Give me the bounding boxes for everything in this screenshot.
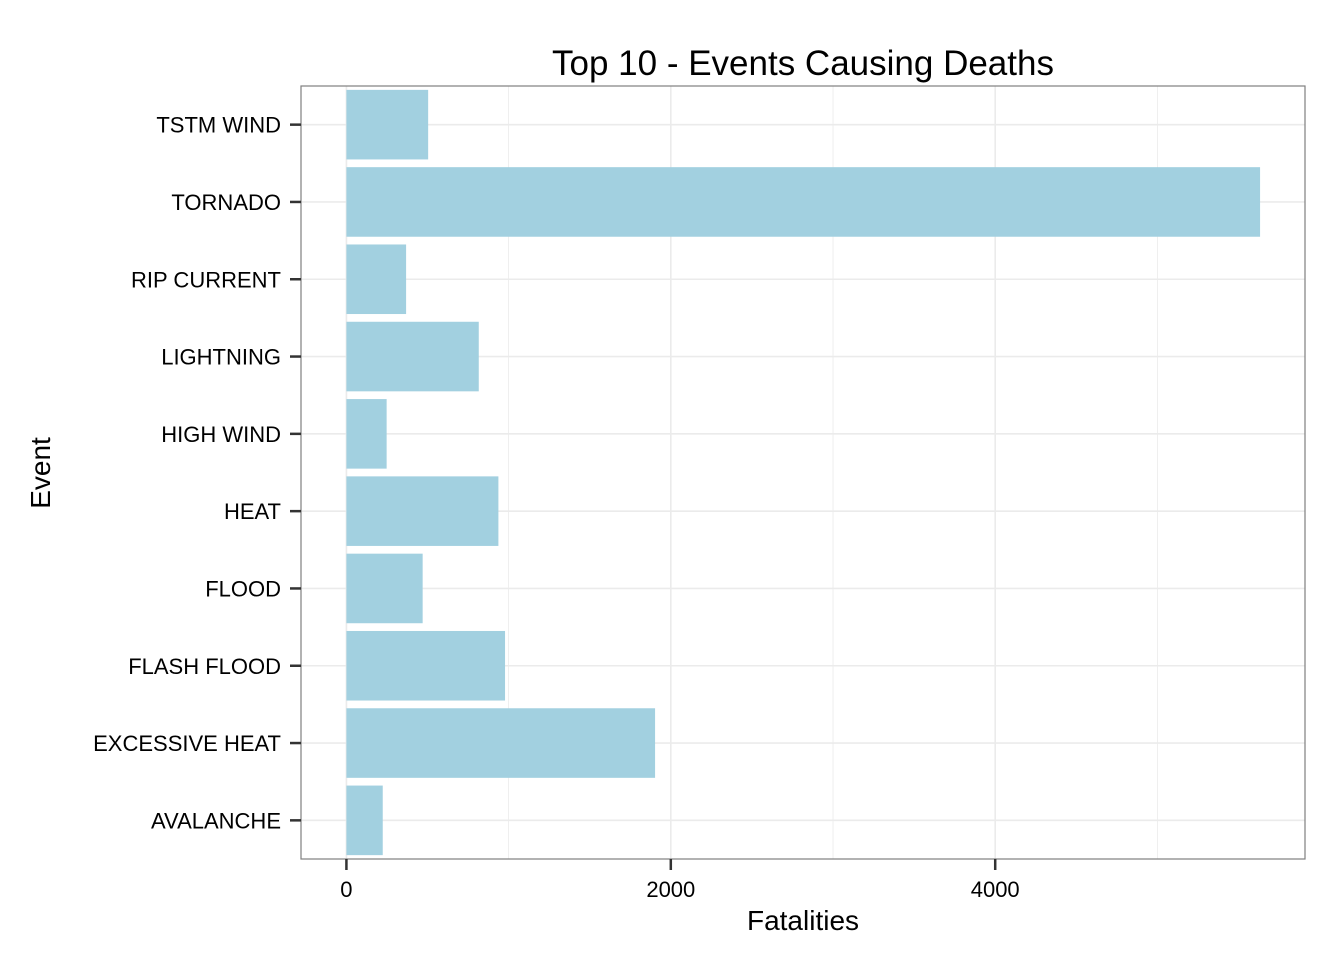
x-tick-label: 4000 [971, 877, 1020, 902]
bar [346, 708, 656, 778]
y-tick-label: HIGH WIND [161, 422, 281, 447]
bars [346, 89, 1261, 856]
bar [346, 630, 506, 701]
y-tick-label: TSTM WIND [156, 113, 281, 138]
x-axis: 0 2000 4000 [340, 859, 1020, 902]
x-axis-title: Fatalities [747, 905, 859, 936]
bar [346, 399, 387, 469]
y-axis-title: Event [25, 437, 56, 509]
y-tick-label: AVALANCHE [151, 808, 281, 833]
bar [346, 476, 499, 546]
bar [346, 244, 407, 315]
bar [346, 553, 423, 624]
bar [346, 785, 383, 856]
y-axis: AVALANCHE EXCESSIVE HEAT FLASH FLOOD FLOOD H… [93, 113, 301, 833]
y-tick-label: FLOOD [205, 576, 281, 601]
chart-title: Top 10 - Events Causing Deaths [552, 44, 1054, 83]
y-tick-label: HEAT [224, 499, 281, 524]
x-tick-label: 2000 [646, 877, 695, 902]
panel-border [300, 85, 1306, 860]
y-tick-label: RIP CURRENT [131, 267, 281, 292]
y-tick-label: FLASH FLOOD [128, 654, 281, 679]
y-tick-label: TORNADO [171, 190, 281, 215]
bar [346, 89, 429, 160]
y-tick-label: LIGHTNING [161, 345, 281, 370]
y-tick-label: EXCESSIVE HEAT [93, 731, 281, 756]
bar [346, 167, 1261, 237]
x-tick-label: 0 [340, 877, 352, 902]
bar [346, 321, 479, 392]
